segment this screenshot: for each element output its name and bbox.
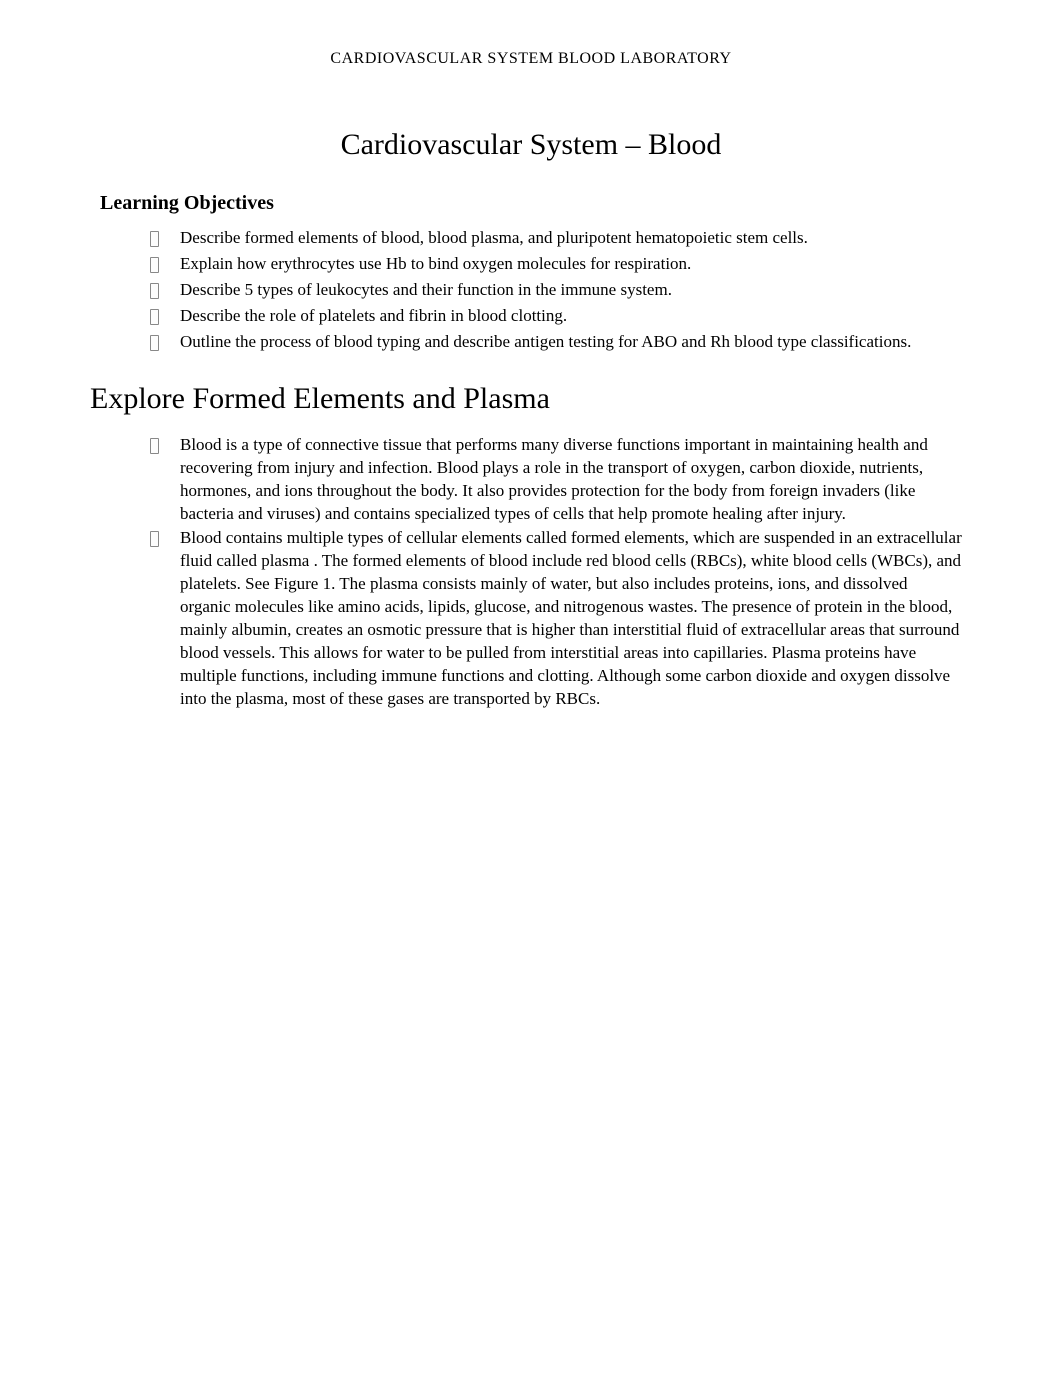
list-item: Describe 5 types of leukocytes and their… <box>150 279 962 302</box>
body-content-list: Blood is a type of connective tissue tha… <box>100 434 962 711</box>
learning-objectives-list: Describe formed elements of blood, blood… <box>100 227 962 354</box>
list-item: Blood is a type of connective tissue tha… <box>150 434 962 526</box>
list-item: Describe formed elements of blood, blood… <box>150 227 962 250</box>
list-item: Outline the process of blood typing and … <box>150 331 962 354</box>
page-header: CARDIOVASCULAR SYSTEM BLOOD LABORATORY <box>100 50 962 68</box>
section-heading: Explore Formed Elements and Plasma <box>90 382 962 416</box>
list-item: Describe the role of platelets and fibri… <box>150 305 962 328</box>
learning-objectives-heading: Learning Objectives <box>100 192 962 215</box>
list-item: Blood contains multiple types of cellula… <box>150 527 962 711</box>
document-title: Cardiovascular System – Blood <box>100 128 962 162</box>
list-item: Explain how erythrocytes use Hb to bind … <box>150 253 962 276</box>
